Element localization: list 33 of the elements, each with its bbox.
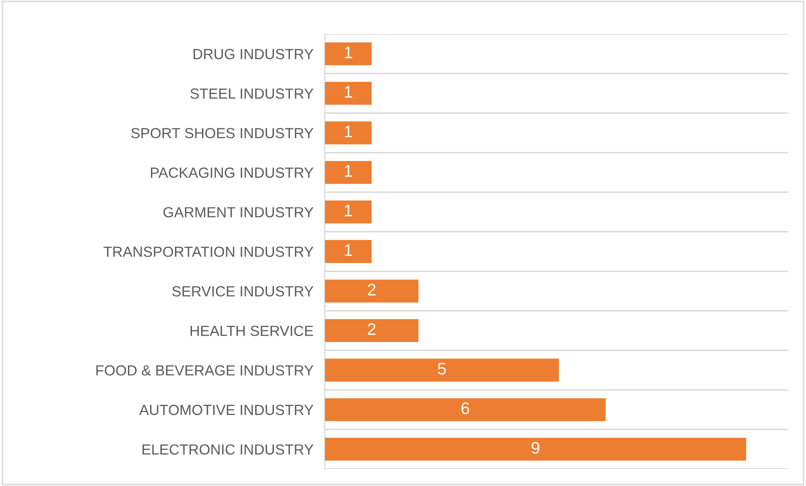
y-tick-label: FOOD & BEVERAGE INDUSTRY xyxy=(96,365,314,376)
bar xyxy=(324,240,372,263)
bar xyxy=(324,438,746,461)
bar xyxy=(324,42,372,66)
bar xyxy=(324,280,418,303)
data-label: 6 xyxy=(461,402,470,414)
data-label: 9 xyxy=(532,442,540,454)
data-label: 1 xyxy=(344,86,352,98)
y-tick-label: SERVICE INDUSTRY xyxy=(172,286,314,296)
y-tick-label: TRANSPORTATION INDUSTRY xyxy=(104,246,314,257)
bar xyxy=(324,160,372,184)
data-label: 1 xyxy=(344,244,352,256)
bar xyxy=(324,398,606,422)
bar xyxy=(324,121,372,144)
data-label: 2 xyxy=(368,323,376,335)
bar xyxy=(324,82,372,105)
y-tick-label: ELECTRONIC INDUSTRY xyxy=(142,444,314,455)
data-label: 1 xyxy=(344,204,352,216)
bar xyxy=(324,358,559,382)
bar xyxy=(324,319,418,342)
y-tick-label: DRUG INDUSTRY xyxy=(194,48,314,60)
data-label: 1 xyxy=(344,126,352,138)
data-label: 2 xyxy=(368,284,376,296)
data-label: 1 xyxy=(344,165,352,177)
data-label: 5 xyxy=(438,362,446,375)
y-tick-label: SPORT SHOES INDUSTRY xyxy=(131,128,314,138)
y-tick-label: HEALTH SERVICE xyxy=(190,326,314,336)
y-tick-label: AUTOMOTIVE INDUSTRY xyxy=(139,404,314,416)
y-tick-label: STEEL INDUSTRY xyxy=(190,88,314,99)
y-tick-label: PACKAGING INDUSTRY xyxy=(150,168,314,178)
data-label: 1 xyxy=(344,46,352,58)
y-tick-label: GARMENT INDUSTRY xyxy=(163,207,314,218)
bar xyxy=(324,200,372,224)
